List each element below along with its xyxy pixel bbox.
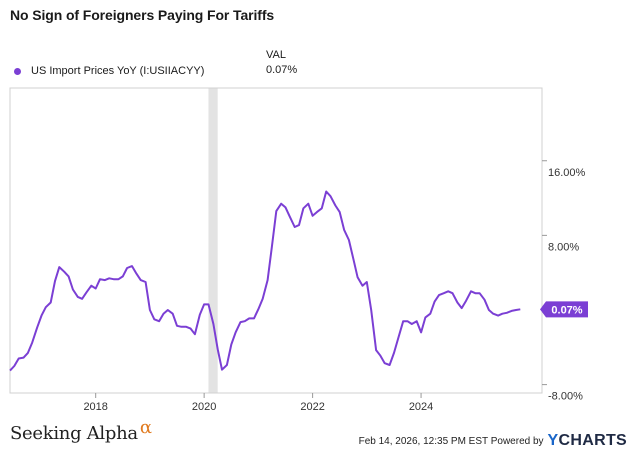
- ycharts-logo-y: Y: [547, 432, 559, 449]
- plot-frame: [9, 87, 543, 394]
- seeking-alpha-text: Seeking Alpha: [10, 423, 138, 444]
- series-line: [9, 190, 521, 372]
- x-tick-label: 2018: [83, 401, 107, 413]
- legend-entry[interactable]: US Import Prices YoY (I:USIIACYY) 0.07%: [14, 64, 297, 78]
- y-tick-label: 16.00%: [548, 167, 586, 179]
- x-tick-label: 2022: [300, 401, 324, 413]
- legend-series-name: US Import Prices YoY (I:USIIACYY): [31, 65, 205, 77]
- timestamp-text: Feb 14, 2026, 12:35 PM EST Powered by: [358, 435, 544, 447]
- legend-series-value: 0.07%: [266, 64, 298, 76]
- value-column-header: VAL: [266, 49, 286, 61]
- ycharts-logo-text: CHARTS: [558, 432, 627, 449]
- recession-band: [208, 88, 218, 393]
- chart-title: No Sign of Foreigners Paying For Tariffs: [10, 7, 275, 23]
- footer-attribution: Feb 14, 2026, 12:35 PM EST Powered by YC…: [359, 432, 627, 450]
- x-tick-label: 2020: [192, 401, 216, 413]
- x-tick-label: 2024: [409, 401, 433, 413]
- y-tick-label: -8.00%: [548, 391, 583, 403]
- legend-dot-icon: [14, 67, 21, 75]
- ycharts-logo: YCHARTS: [548, 432, 627, 450]
- y-tick-label: 8.00%: [548, 241, 579, 253]
- last-value-label: 0.07%: [551, 304, 582, 316]
- seeking-alpha-logo: Seeking Alpha α: [10, 417, 152, 444]
- alpha-symbol-icon: α: [139, 417, 152, 438]
- last-value-marker: [540, 301, 588, 318]
